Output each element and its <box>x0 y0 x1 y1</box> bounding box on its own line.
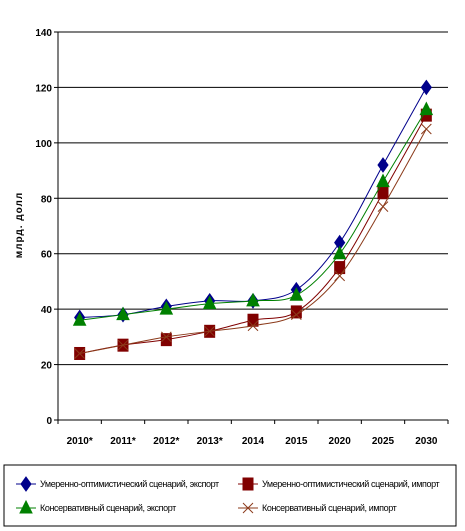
series-2-point <box>332 245 347 260</box>
series-3 <box>74 123 432 359</box>
series-2-point <box>289 287 304 301</box>
series-3-point <box>420 123 432 135</box>
legend-box <box>3 464 457 527</box>
x-tick-label: 2012* <box>153 436 179 447</box>
series-1 <box>74 108 432 360</box>
series-1-point <box>247 313 259 327</box>
x-tick-label: 2013* <box>197 436 223 447</box>
series-0-point <box>377 157 389 173</box>
series-0-line <box>79 87 427 318</box>
series-3-point <box>247 320 259 332</box>
series-2-point <box>246 292 260 307</box>
series-3-line <box>79 128 427 354</box>
series-3-point <box>74 348 86 359</box>
legend: Умеренно-оптимистический сценарий, экспо… <box>3 464 457 527</box>
x-tick-label: 2015 <box>285 436 308 447</box>
y-tick-label: 20 <box>41 361 53 372</box>
y-tick-label: 0 <box>46 416 52 427</box>
x-tick-label: 2025 <box>372 436 395 447</box>
series-2-point <box>19 499 33 514</box>
y-tick-label: 100 <box>35 139 52 150</box>
legend-label: Умеренно-оптимистический сценарий, импор… <box>262 479 440 489</box>
series-3-point <box>117 339 129 351</box>
series-2-point <box>419 101 434 116</box>
x-tick-label: 2010* <box>67 436 93 447</box>
legend-item: Умеренно-оптимистический сценарий, импор… <box>238 477 440 491</box>
series-1-point <box>160 333 172 347</box>
series-2-point <box>159 301 174 315</box>
legend-item: Умеренно-оптимистический сценарий, экспо… <box>16 476 219 492</box>
y-tick-label: 140 <box>35 28 52 39</box>
series-2-point <box>202 295 217 310</box>
series-3-point <box>204 325 216 337</box>
legend-item: Консервативный сценарий, импорт <box>238 502 397 514</box>
series-group <box>72 79 434 360</box>
x-tick-label: 2030 <box>415 436 438 447</box>
series-0-point <box>420 79 432 96</box>
series-1-point <box>334 261 346 275</box>
y-tick-label: 80 <box>41 194 53 205</box>
y-axis-label: млрд. долл <box>14 192 25 258</box>
legend-item: Консервативный сценарий, экспорт <box>16 499 177 514</box>
y-tick-label: 60 <box>41 250 53 261</box>
y-tick-labels: 0 20 40 60 80 100 120 140 <box>35 28 52 427</box>
series-2 <box>72 101 434 326</box>
series-0-point <box>20 476 32 492</box>
legend-label: Умеренно-оптимистический сценарий, экспо… <box>40 479 219 489</box>
x-tick-labels: 2010* 2011* 2012* 2013* 2014 2015 2020 2025 2030 <box>67 436 438 447</box>
series-2-point <box>376 173 390 188</box>
y-tick-label: 40 <box>41 305 53 316</box>
axes <box>54 31 449 424</box>
series-3-point <box>242 502 254 514</box>
x-tick-label: 2011* <box>110 436 136 447</box>
legend-label: Консервативный сценарий, экспорт <box>40 503 176 513</box>
x-tick-label: 2020 <box>329 436 352 447</box>
y-tick-label: 120 <box>35 83 52 94</box>
series-3-point <box>290 309 302 321</box>
series-3-point <box>377 201 389 212</box>
series-1-point <box>242 477 254 491</box>
series-2-point <box>116 306 130 321</box>
series-3-point <box>160 331 172 343</box>
series-3-point <box>334 270 346 282</box>
legend-label: Консервативный сценарий, импорт <box>262 503 397 513</box>
series-2-point <box>72 312 87 326</box>
x-tick-label: 2014 <box>242 436 265 447</box>
series-2-line <box>79 109 427 321</box>
